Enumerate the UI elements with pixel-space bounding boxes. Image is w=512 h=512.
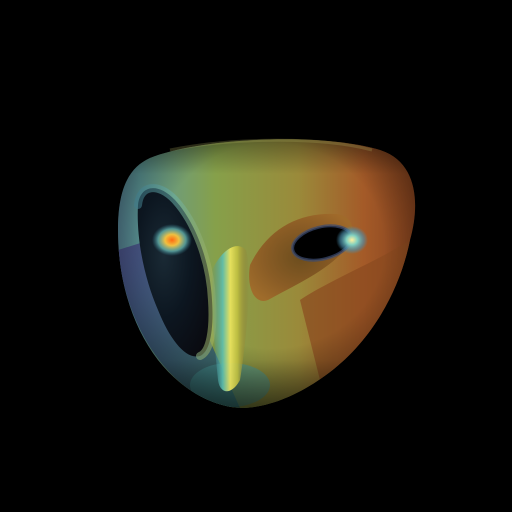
right-opening [291,224,368,262]
center-ridge [211,246,249,392]
left-opening [134,184,217,360]
